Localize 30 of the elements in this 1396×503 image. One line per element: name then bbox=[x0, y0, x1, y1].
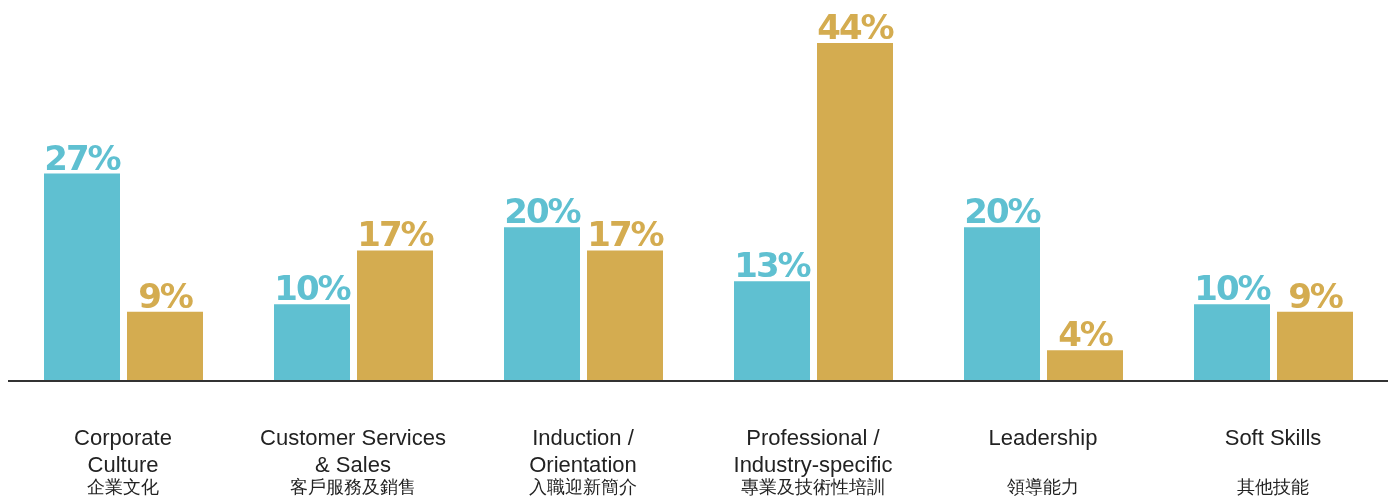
data-label: 9% bbox=[138, 275, 193, 316]
x-tick-label: Professional / Industry-specific 專業及技術性培訓 bbox=[733, 425, 893, 497]
category-label: Leadership 領導能力 bbox=[988, 425, 1098, 497]
bar bbox=[1194, 304, 1270, 381]
data-label: 27% bbox=[44, 137, 121, 178]
bar bbox=[734, 281, 810, 381]
bar bbox=[44, 173, 120, 381]
data-label: 4% bbox=[1058, 314, 1113, 355]
data-label: 10% bbox=[1194, 268, 1271, 309]
bar bbox=[274, 304, 350, 381]
data-label: 17% bbox=[357, 214, 434, 255]
category-label: Soft Skills 其他技能 bbox=[1224, 425, 1322, 497]
bar bbox=[504, 227, 580, 381]
data-label: 13% bbox=[734, 245, 811, 286]
data-label: 44% bbox=[817, 7, 894, 47]
bar bbox=[817, 43, 893, 381]
data-label: 20% bbox=[504, 191, 581, 232]
bar bbox=[357, 250, 433, 381]
bar bbox=[1047, 350, 1123, 381]
x-tick-label: Induction / Orientation 入職迎新簡介 bbox=[529, 425, 637, 497]
bar bbox=[964, 227, 1040, 381]
bar bbox=[587, 250, 663, 381]
data-label: 17% bbox=[587, 214, 664, 255]
data-label: 20% bbox=[964, 191, 1041, 232]
bar bbox=[1277, 311, 1353, 381]
bar bbox=[127, 311, 203, 381]
x-tick-label: Customer Services & Sales 客戶服務及銷售 bbox=[260, 425, 446, 497]
data-label: 10% bbox=[274, 268, 351, 309]
data-label: 9% bbox=[1288, 275, 1343, 316]
x-tick-label: Corporate Culture 企業文化 bbox=[74, 425, 172, 497]
